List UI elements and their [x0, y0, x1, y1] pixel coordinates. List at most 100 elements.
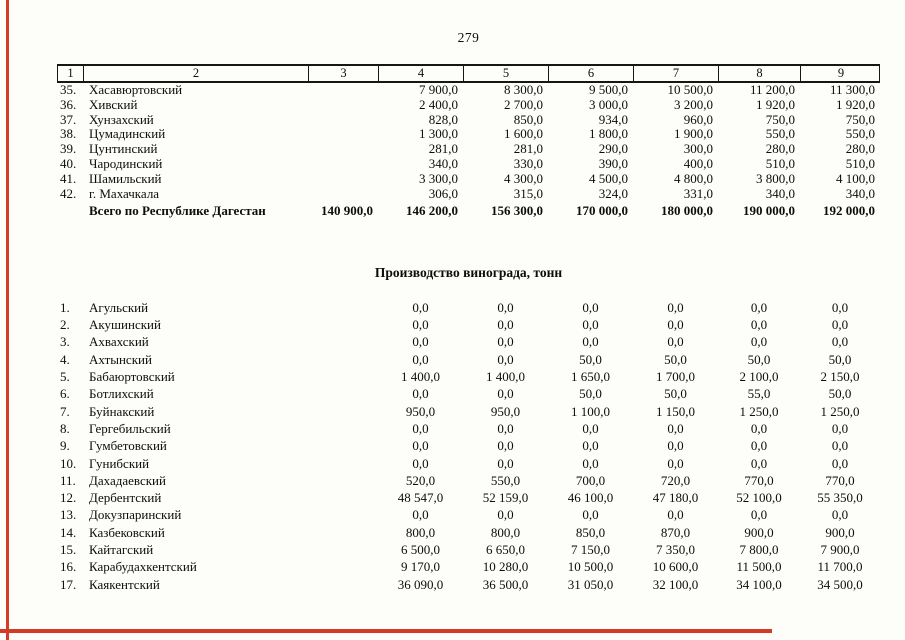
district-name: Шамильский [89, 171, 162, 186]
table-row: 8. Гергебильский 0,0 0,0 0,0 0,0 0,0 0,0 [57, 420, 880, 437]
row-number: 4. [60, 351, 70, 367]
value-cell: 0,0 [750, 507, 768, 523]
value-cell: 0,0 [831, 317, 849, 333]
table-row: 41. Шамильский 3 300,0 4 300,0 4 500,0 4 800,… [57, 170, 880, 187]
empty-cell [308, 489, 378, 506]
table-row: 11. Дахадаевский 520,0 550,0 700,0 720,0 770,0… [57, 472, 880, 489]
value-cell: 306,0 [428, 185, 458, 201]
table-row: 9. Гумбетовский 0,0 0,0 0,0 0,0 0,0 0,0 [57, 437, 880, 454]
row-number: 5. [60, 369, 70, 385]
section-title: Производство винограда, тонн [374, 264, 563, 280]
value-cell: 0,0 [750, 317, 768, 333]
value-cell: 1 600,0 [504, 126, 543, 142]
value-cell: 0,0 [750, 438, 768, 454]
value-cell: 4 300,0 [504, 170, 543, 186]
empty-cell [308, 113, 378, 128]
row-number: 41. [60, 170, 77, 186]
value-cell: 3 800,0 [756, 170, 795, 186]
grape-production-table-body: 1. Агульский 0,0 0,0 0,0 0,0 0,0 0,0 2. Акушински… [57, 299, 880, 593]
value-cell: 280,0 [765, 141, 795, 157]
row-number: 10. [60, 455, 77, 471]
empty-cell [308, 187, 378, 202]
value-cell: 46 100,0 [567, 490, 614, 506]
value-cell: 50,0 [579, 351, 602, 367]
value-cell: 770,0 [825, 472, 855, 488]
value-cell: 0,0 [497, 507, 514, 523]
table-row: 42. г. Махачкала 306,0 315,0 324,0 331,0 340,0… [57, 185, 880, 202]
value-cell: 850,0 [513, 111, 543, 127]
value-cell: 1 250,0 [820, 403, 860, 419]
value-cell: 2 150,0 [820, 369, 860, 385]
empty-cell [308, 127, 378, 142]
empty-cell [308, 368, 378, 385]
value-cell: 3 300,0 [419, 170, 458, 186]
value-cell: 1 250,0 [739, 403, 779, 419]
empty-cell [308, 98, 378, 113]
district-name: Каякентский [89, 576, 160, 592]
table-row: 12. Дербентский 48 547,0 52 159,0 46 100,0 47… [57, 489, 880, 506]
table-row: 10. Гунибский 0,0 0,0 0,0 0,0 0,0 0,0 [57, 455, 880, 472]
value-cell: 3 200,0 [674, 96, 713, 112]
value-cell: 7 900,0 [820, 542, 860, 558]
value-cell: 0,0 [667, 420, 684, 436]
value-cell: 0,0 [412, 386, 429, 402]
value-cell: 34 100,0 [736, 576, 782, 592]
row-number: 8. [60, 420, 70, 436]
value-cell: 750,0 [765, 111, 795, 127]
value-cell: 9 500,0 [589, 82, 628, 97]
column-header: 1 [58, 66, 84, 81]
value-cell: 400,0 [683, 155, 713, 171]
value-cell: 281,0 [513, 141, 543, 157]
value-cell: 0,0 [412, 299, 429, 315]
table-row: 39. Цунтинский 281,0 281,0 290,0 300,0 280,0 28… [57, 141, 880, 157]
row-number: 38. [60, 126, 77, 142]
value-cell: 510,0 [765, 155, 795, 171]
value-cell: 36 500,0 [482, 576, 529, 592]
value-cell: 6 500,0 [401, 542, 440, 558]
district-name: Акушинский [89, 317, 161, 333]
value-cell: 1 400,0 [486, 369, 525, 385]
column-header: 9 [837, 66, 845, 80]
empty-cell [308, 420, 378, 437]
value-cell: 0,0 [497, 334, 514, 350]
value-cell: 0,0 [582, 317, 599, 333]
value-cell: 34 500,0 [817, 576, 863, 592]
value-cell: 1 650,0 [571, 369, 610, 385]
value-cell: 0,0 [582, 507, 599, 523]
value-cell: 48 547,0 [397, 490, 444, 506]
column-header: 4 [379, 66, 464, 81]
empty-cell [308, 157, 378, 172]
value-cell: 52 100,0 [736, 490, 782, 506]
page-number: 279 [457, 30, 480, 45]
value-cell: 900,0 [825, 524, 855, 540]
value-cell: 7 150,0 [571, 542, 610, 558]
value-cell: 6 650,0 [486, 542, 525, 558]
column-header: 6 [549, 66, 634, 81]
value-cell: 340,0 [428, 155, 458, 171]
district-name: Хасавюртовский [89, 83, 183, 97]
district-name: Карабудахкентский [89, 559, 197, 575]
district-name: Ботлихский [89, 386, 154, 402]
value-cell: 55 350,0 [817, 490, 863, 506]
district-name: Чародинский [89, 156, 163, 171]
value-cell: 550,0 [845, 126, 875, 142]
value-cell: 0,0 [582, 420, 599, 436]
empty-cell [308, 83, 378, 98]
row-number: 13. [60, 507, 77, 523]
row-number: 39. [60, 141, 77, 157]
value-cell: 300,0 [683, 141, 713, 157]
row-number: 12. [60, 490, 77, 506]
table-row: 3. Ахвахский 0,0 0,0 0,0 0,0 0,0 0,0 [57, 333, 880, 350]
table-row: 14. Казбековский 800,0 800,0 850,0 870,0 900,0… [57, 524, 880, 541]
value-cell: 50,0 [828, 386, 852, 402]
value-cell: 1 400,0 [401, 369, 440, 385]
value-cell: 0,0 [831, 455, 849, 471]
value-cell: 0,0 [667, 317, 684, 333]
row-number: 15. [60, 542, 77, 558]
value-cell: 870,0 [660, 524, 691, 540]
table-row: 5. Бабаюртовский 1 400,0 1 400,0 1 650,0 1 70… [57, 368, 880, 385]
district-name: Гумбетовский [89, 438, 167, 454]
value-cell: 0,0 [750, 334, 768, 350]
district-name: Бабаюртовский [89, 369, 175, 385]
table-row: 15. Кайтагский 6 500,0 6 650,0 7 150,0 7 350,… [57, 541, 880, 558]
